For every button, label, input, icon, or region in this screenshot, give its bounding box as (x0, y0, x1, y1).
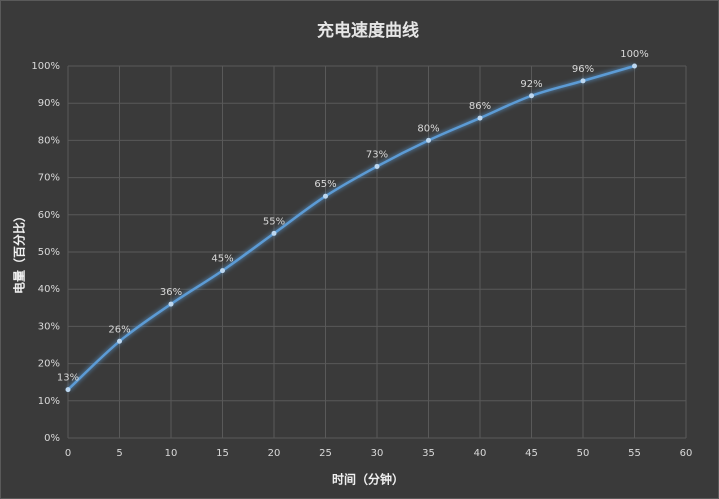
y-tick-label: 10% (38, 396, 60, 407)
data-label: 92% (520, 79, 542, 90)
x-tick-label: 30 (371, 448, 384, 459)
data-point (632, 63, 637, 69)
y-tick-label: 70% (38, 173, 60, 184)
data-line (67, 64, 635, 391)
data-label: 36% (160, 287, 182, 298)
data-point (374, 163, 380, 169)
y-tick-label: 60% (38, 210, 60, 221)
data-point (477, 115, 483, 121)
x-tick-label: 45 (525, 448, 538, 459)
y-tick-label: 0% (44, 433, 60, 444)
y-tick-label: 40% (38, 284, 60, 295)
x-tick-label: 25 (319, 448, 332, 459)
data-label: 55% (263, 216, 285, 227)
x-tick-label: 55 (628, 448, 641, 459)
data-point (426, 137, 431, 143)
y-axis-title: 电量（百分比） (12, 210, 27, 294)
data-point (323, 193, 328, 199)
data-point (271, 230, 277, 236)
data-point (529, 93, 534, 99)
x-tick-label: 50 (577, 448, 590, 459)
data-point (65, 387, 71, 393)
x-tick-label: 5 (116, 448, 122, 459)
y-tick-label: 80% (38, 135, 60, 146)
y-tick-label: 100% (31, 61, 60, 72)
data-label: 100% (620, 49, 649, 60)
x-tick-label: 20 (268, 448, 281, 459)
x-tick-label: 0 (65, 448, 71, 459)
x-tick-label: 60 (680, 448, 693, 459)
data-label: 73% (366, 149, 388, 160)
data-point (580, 78, 586, 84)
data-label: 45% (211, 254, 233, 265)
x-axis-title: 时间（分钟） (332, 472, 404, 487)
data-label: 96% (572, 64, 594, 75)
data-point (220, 268, 225, 274)
data-label: 13% (57, 373, 79, 384)
data-label: 26% (108, 324, 130, 335)
x-tick-label: 40 (474, 448, 487, 459)
y-tick-label: 90% (38, 98, 60, 109)
y-tick-label: 30% (38, 321, 60, 332)
x-tick-label: 35 (422, 448, 435, 459)
data-label: 80% (417, 123, 439, 134)
x-tick-label: 10 (165, 448, 178, 459)
data-point (168, 301, 174, 307)
chart-title: 充电速度曲线 (317, 20, 419, 41)
data-label: 65% (314, 179, 336, 190)
data-point (117, 338, 122, 344)
x-tick-label: 15 (216, 448, 229, 459)
y-tick-label: 20% (38, 359, 60, 370)
y-tick-label: 50% (38, 247, 60, 258)
data-label: 86% (469, 101, 491, 112)
